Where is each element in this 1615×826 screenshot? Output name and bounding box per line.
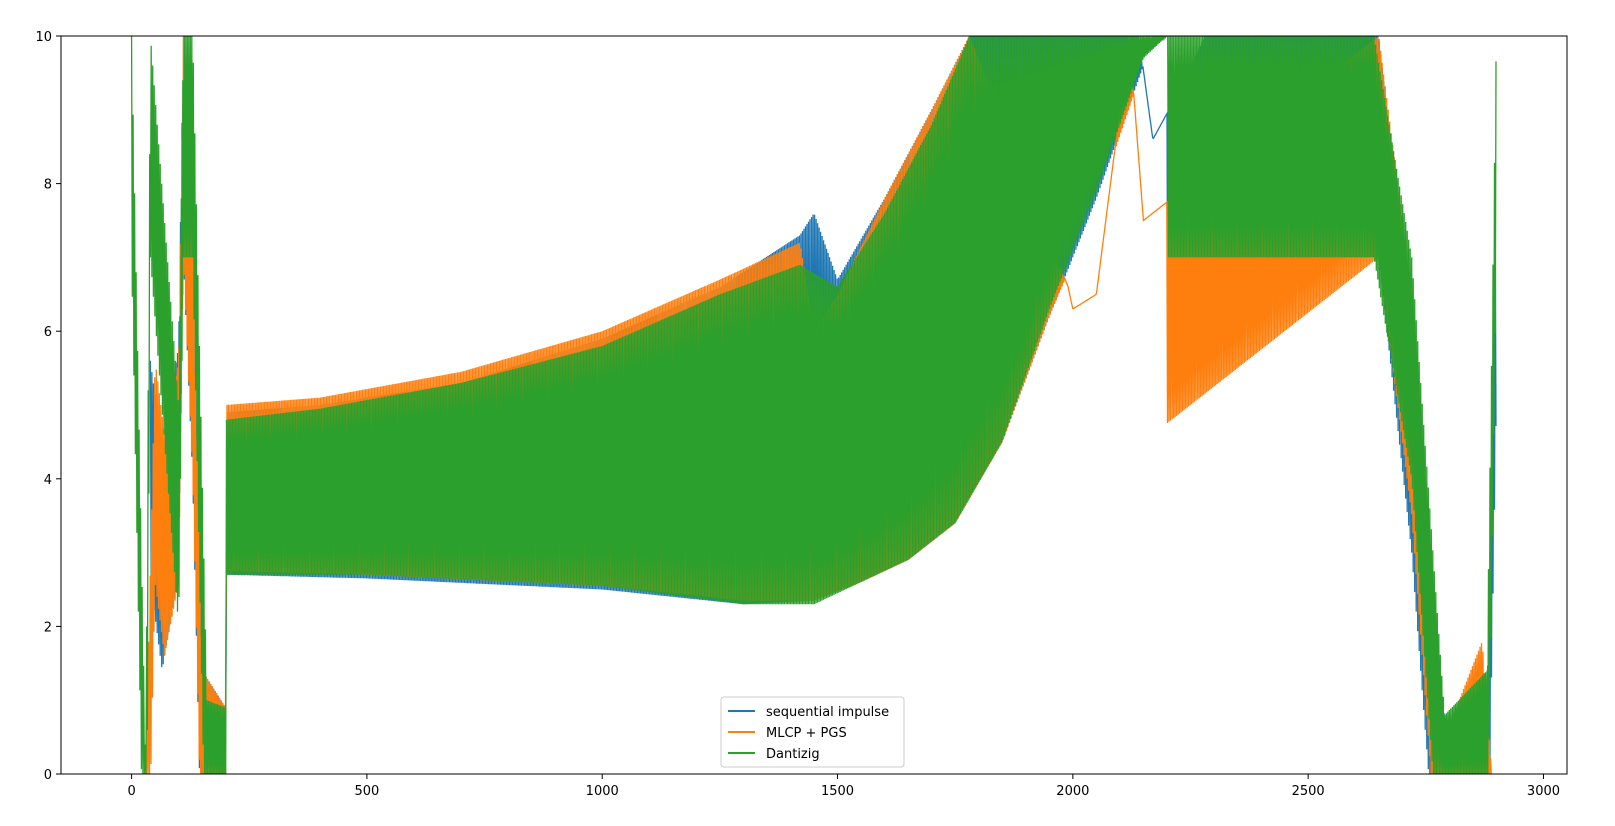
legend-box xyxy=(720,696,905,768)
x-tick-label: 3000 xyxy=(1527,784,1560,799)
x-tick-label: 500 xyxy=(354,784,379,799)
legend-label-0: sequential impulse xyxy=(766,705,889,720)
plot-frame xyxy=(60,35,1568,775)
y-tick-label: 6 xyxy=(44,325,52,340)
x-tick-label: 1000 xyxy=(586,784,619,799)
y-axis: 0 2 4 6 8 10 xyxy=(35,30,61,783)
legend-label-1: MLCP + PGS xyxy=(766,726,847,741)
x-tick-label: 2500 xyxy=(1292,784,1325,799)
x-tick-label: 0 xyxy=(127,784,135,799)
y-tick-label: 0 xyxy=(44,768,52,783)
legend: sequential impulse MLCP + PGS Dantizig xyxy=(720,696,905,768)
y-tick-label: 2 xyxy=(44,620,52,635)
legend-label-2: Dantizig xyxy=(766,747,820,762)
plot-area xyxy=(130,36,1497,774)
series-line-2 xyxy=(130,36,1497,774)
y-tick-label: 8 xyxy=(44,178,52,193)
y-tick-label: 4 xyxy=(44,473,52,488)
x-tick-label: 1500 xyxy=(821,784,854,799)
x-axis: 0 500 1000 1500 2000 2500 3000 xyxy=(127,774,1560,799)
x-tick-label: 2000 xyxy=(1056,784,1089,799)
y-tick-label: 10 xyxy=(35,30,52,45)
